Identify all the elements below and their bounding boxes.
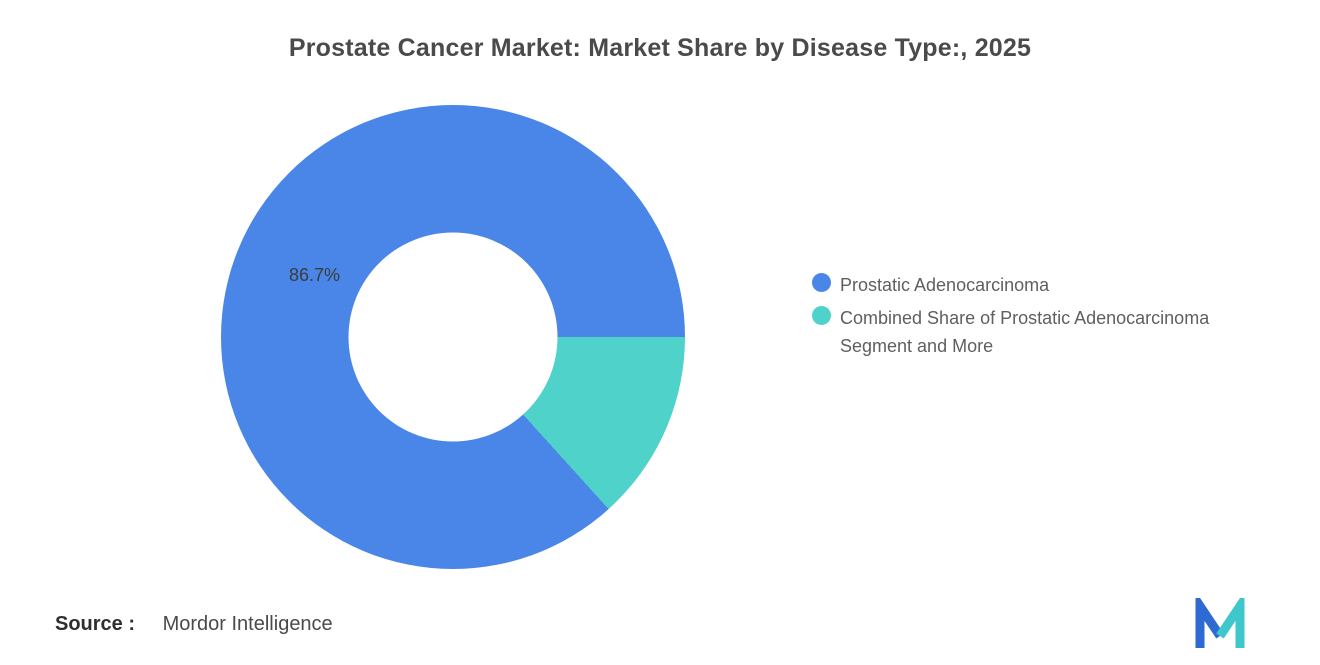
source-label: Source : xyxy=(55,613,136,635)
chart-title: Prostate Cancer Market: Market Share by … xyxy=(288,34,1032,62)
source-line: Source : Mordor Intelligence xyxy=(55,613,333,636)
legend-item-combined-share[interactable]: Combined Share of Prostatic Adenocarcino… xyxy=(812,304,1212,360)
legend-marker-blue-icon xyxy=(812,273,831,292)
donut-chart: 86.7% xyxy=(221,105,685,569)
legend-item-prostatic-adenocarcinoma[interactable]: Prostatic Adenocarcinoma xyxy=(812,271,1212,299)
slice-data-label: 86.7% xyxy=(289,265,341,285)
mordor-intelligence-logo xyxy=(1195,598,1245,648)
legend: Prostatic Adenocarcinoma Combined Share … xyxy=(812,271,1212,365)
legend-label: Prostatic Adenocarcinoma xyxy=(840,275,1050,295)
source-name: Mordor Intelligence xyxy=(162,613,333,635)
legend-label: Combined Share of Prostatic Adenocarcino… xyxy=(840,308,1210,356)
donut-hole xyxy=(348,232,558,442)
legend-marker-teal-icon xyxy=(812,306,831,325)
